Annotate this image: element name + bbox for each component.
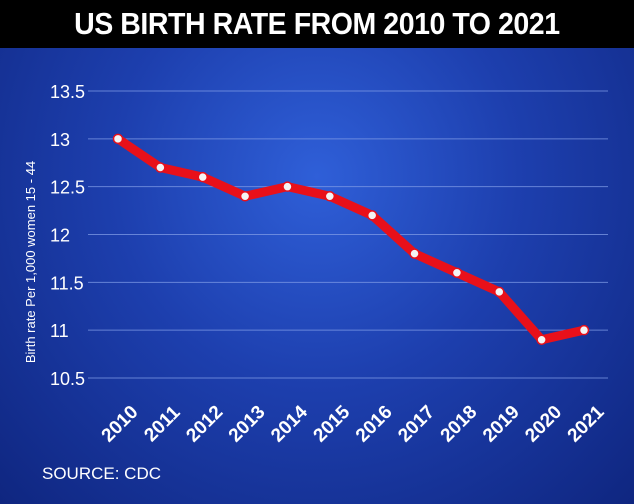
data-point [155,162,166,173]
series-line [113,134,589,345]
data-point [451,267,463,279]
data-point [197,171,208,183]
data-point [112,133,124,145]
data-point [239,190,251,202]
data-point [409,248,420,259]
y-tick-label: 13.5 [50,82,85,102]
x-tick-label: 2013 [225,402,270,447]
y-tick-label: 12.5 [50,178,85,198]
x-tick-label: 2021 [564,401,609,446]
data-point [366,210,378,221]
y-tick-label: 13 [50,130,70,150]
title-bar: US BIRTH RATE FROM 2010 TO 2021 [0,0,634,48]
x-tick-label: 2020 [521,402,566,447]
y-tick-label: 11.5 [50,273,84,293]
data-point [536,334,547,345]
x-tick-label: 2019 [479,402,524,447]
x-tick-label: 2016 [352,402,397,447]
x-tick-label: 2015 [310,401,355,446]
data-point [282,181,293,192]
x-tick-label: 2010 [98,402,143,447]
x-tick-label: 2017 [394,402,439,447]
x-tick-label: 2018 [437,402,482,447]
data-point [324,190,336,202]
x-tick-label: 2012 [182,402,227,447]
series-birth-rate [112,133,590,345]
data-point [578,324,590,336]
line-chart: 13.5 13 12.5 12 11.5 11 10.5 Birth rate Per 1,… [23,82,609,446]
x-axis-ticks: 2010201120122013201420152016201720182019… [98,401,609,446]
x-tick-label: 2011 [140,402,184,446]
y-axis-ticks: 13.5 13 12.5 12 11.5 11 10.5 [50,82,85,389]
y-tick-label: 10.5 [50,369,85,389]
y-tick-label: 11 [50,321,69,341]
gridlines [88,90,608,379]
y-axis-label: Birth rate Per 1,000 women 15 - 44 [23,161,38,363]
y-tick-label: 12 [50,226,70,246]
data-point [494,286,505,298]
x-tick-label: 2014 [267,401,312,446]
chart-title: US BIRTH RATE FROM 2010 TO 2021 [74,6,560,41]
source-note: SOURCE: CDC [42,464,162,483]
